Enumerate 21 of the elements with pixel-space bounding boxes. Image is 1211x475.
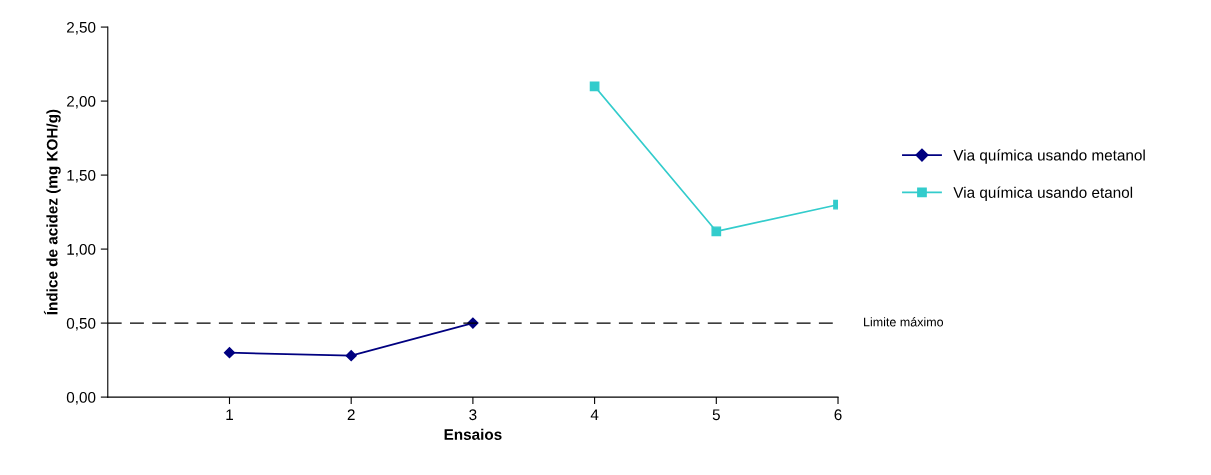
point xyxy=(223,347,236,359)
x-tick-label: 3 xyxy=(469,409,477,421)
x-tick-label: 1 xyxy=(226,409,233,420)
point xyxy=(345,350,357,362)
x-tick-label: 5 xyxy=(712,409,720,421)
y-tick-label: 1,00 xyxy=(67,243,96,257)
y-tick-label: 2,50 xyxy=(67,21,96,35)
y-axis-title: Índice de acidez (mg KOH/g) xyxy=(43,109,61,315)
ref-line-label: Limite máximo xyxy=(864,317,944,327)
y-tick-label: 0,00 xyxy=(66,391,96,405)
x-tick-label: 4 xyxy=(590,409,599,420)
point xyxy=(711,226,722,237)
legend-label: Via química usando metanol xyxy=(953,149,1145,164)
y-tick-label: 1,50 xyxy=(67,169,96,183)
legend-label: Via química usando etanol xyxy=(953,186,1133,201)
point xyxy=(589,81,600,92)
x-tick-label: 2 xyxy=(347,409,355,420)
y-tick-label: 0,50 xyxy=(66,317,96,331)
x-tick-label: 6 xyxy=(834,409,842,421)
y-tick-label: 2,00 xyxy=(67,95,96,109)
x-axis-title: Ensaios xyxy=(444,428,502,440)
